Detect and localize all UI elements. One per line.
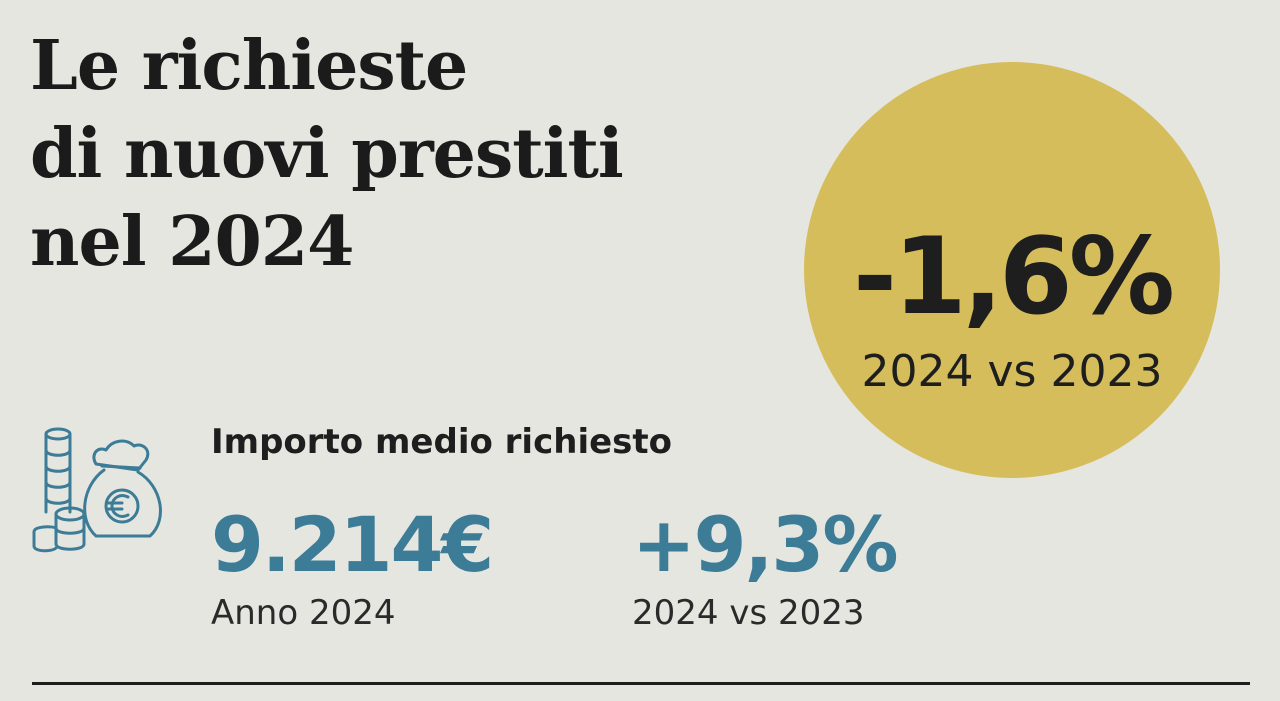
amount-change-label: 2024 vs 2023 — [632, 593, 865, 633]
title-line-3: nel 2024 — [30, 202, 354, 282]
highlight-label: 2024 vs 2023 — [861, 346, 1163, 397]
money-bag-coins-icon — [32, 427, 162, 553]
average-amount-label: Anno 2024 — [211, 593, 396, 633]
highlight-circle: -1,6% 2024 vs 2023 — [804, 62, 1220, 478]
highlight-value: -1,6% — [853, 215, 1175, 338]
section-heading: Importo medio richiesto — [211, 422, 673, 462]
bottom-divider — [32, 682, 1250, 685]
average-amount-value: 9.214€ — [211, 500, 494, 589]
page-title: Le richieste di nuovi prestiti nel 2024 — [30, 22, 624, 286]
amount-change-value: +9,3% — [632, 500, 898, 589]
title-line-2: di nuovi prestiti — [30, 114, 624, 194]
title-line-1: Le richieste — [30, 26, 468, 106]
